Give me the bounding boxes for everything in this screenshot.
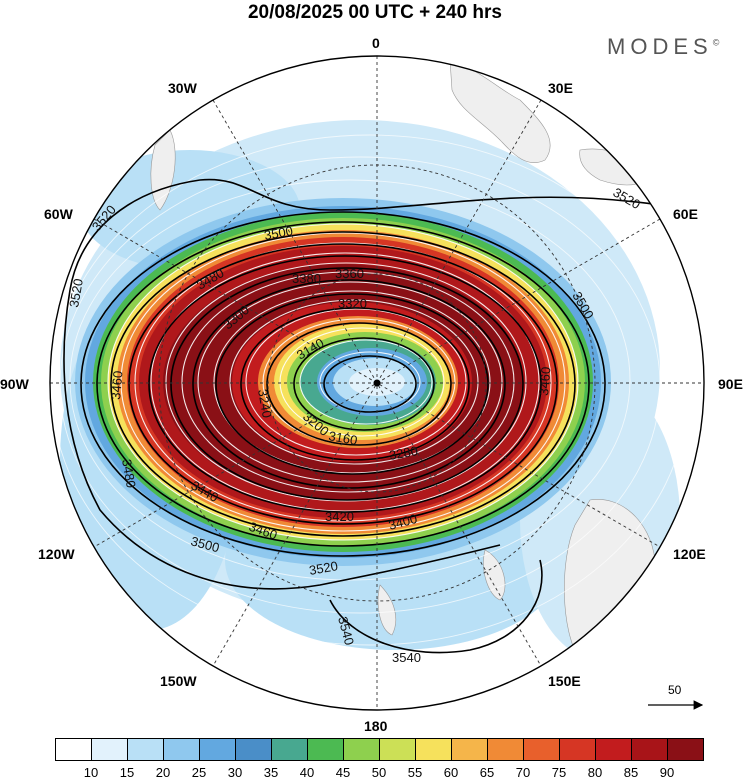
legend-tick-label: 35 xyxy=(263,765,279,780)
lon-label-0: 0 xyxy=(372,35,380,51)
legend-bin xyxy=(91,738,128,761)
contour-label: 3320 xyxy=(338,296,367,311)
legend-bin xyxy=(667,738,704,761)
contour-label: 3160 xyxy=(327,428,358,448)
legend-tick-label: 20 xyxy=(155,765,171,780)
legend-tick-label: 45 xyxy=(335,765,351,780)
contour-label: 3280 xyxy=(388,443,419,463)
lon-label-90w: 90W xyxy=(0,376,29,392)
legend-bin xyxy=(415,738,452,761)
contour-label: 3240 xyxy=(255,388,275,419)
color-legend xyxy=(55,738,704,762)
brand-name: MODES xyxy=(607,34,713,59)
wind-speed-field xyxy=(50,56,704,710)
contour-label: 3460 xyxy=(108,370,125,400)
legend-tick-label: 80 xyxy=(587,765,603,780)
legend-tick-label: 75 xyxy=(551,765,567,780)
legend-bin xyxy=(271,738,308,761)
legend-bin xyxy=(559,738,596,761)
legend-tick-label: 10 xyxy=(83,765,99,780)
legend-tick-label: 60 xyxy=(443,765,459,780)
legend-bin xyxy=(379,738,416,761)
lon-label-120e: 120E xyxy=(673,546,706,562)
contour-label: 3500 xyxy=(189,533,221,555)
contour-label: 3520 xyxy=(308,558,339,578)
south-pole-marker xyxy=(373,379,381,387)
legend-bin xyxy=(307,738,344,761)
legend-tick-label: 70 xyxy=(515,765,531,780)
legend-bin xyxy=(127,738,164,761)
contour-label: 3540 xyxy=(335,615,357,647)
legend-bin xyxy=(235,738,272,761)
legend-tick-label: 30 xyxy=(227,765,243,780)
vector-reference-label: 50 xyxy=(668,683,682,697)
lon-label-120w: 120W xyxy=(38,546,75,562)
lon-label-30e: 30E xyxy=(548,80,573,96)
lon-label-60e: 60E xyxy=(673,206,698,222)
contour-label: 3400 xyxy=(387,511,419,533)
contour-label: 3500 xyxy=(263,223,294,243)
legend-tick-label: 50 xyxy=(371,765,387,780)
lon-label-30w: 30W xyxy=(168,80,197,96)
legend-bin xyxy=(595,738,632,761)
lon-label-90e: 90E xyxy=(718,376,743,392)
map-boundary xyxy=(49,55,705,711)
contour-label: 3420 xyxy=(325,509,354,524)
legend-tick-label: 55 xyxy=(407,765,423,780)
contour-label: 3380 xyxy=(292,271,321,286)
contour-label: 3480 xyxy=(119,458,139,489)
brand-mark: © xyxy=(712,37,720,48)
lon-label-150w: 150W xyxy=(160,673,197,689)
legend-bin xyxy=(199,738,236,761)
legend-tick-label: 90 xyxy=(659,765,675,780)
legend-tick-label: 40 xyxy=(299,765,315,780)
contour-label: 3540 xyxy=(392,650,421,665)
lon-label-180: 180 xyxy=(364,718,388,734)
lon-label-150e: 150E xyxy=(548,673,581,689)
contour-label: 3360 xyxy=(335,266,364,281)
contour-label: 3460 xyxy=(536,366,553,396)
legend-tick-label: 25 xyxy=(191,765,207,780)
brand-logo: MODES© xyxy=(607,34,719,60)
legend-bin xyxy=(631,738,668,761)
legend-bin xyxy=(163,738,200,761)
forecast-title: 20/08/2025 00 UTC + 240 hrs xyxy=(247,2,503,23)
legend-bin xyxy=(55,738,92,761)
legend-bin xyxy=(343,738,380,761)
lon-label-60w: 60W xyxy=(44,206,73,222)
legend-bin xyxy=(487,738,524,761)
legend-bin xyxy=(523,738,560,761)
contour-label: 3520 xyxy=(66,277,86,308)
legend-tick-label: 15 xyxy=(119,765,135,780)
legend-bin xyxy=(451,738,488,761)
legend-tick-label: 85 xyxy=(623,765,639,780)
legend-tick-label: 65 xyxy=(479,765,495,780)
